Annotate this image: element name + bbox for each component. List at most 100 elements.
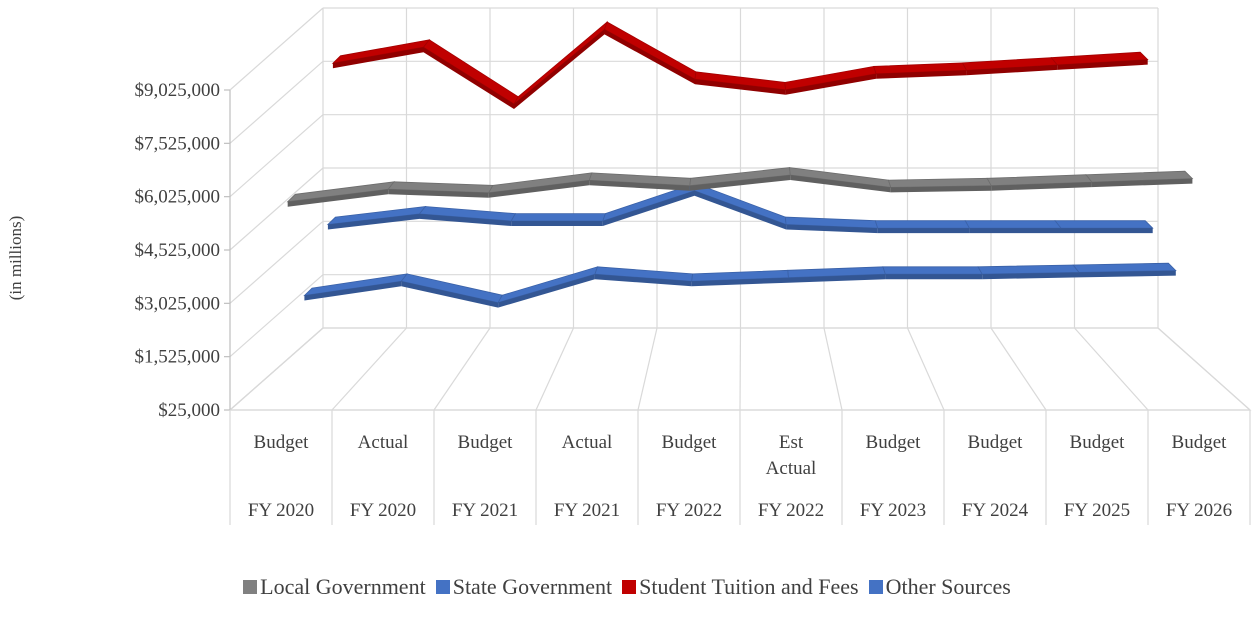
x-tick-label: Actual (562, 432, 613, 453)
x-tick-label: Budget (254, 432, 310, 453)
legend-label: Other Sources (885, 574, 1011, 599)
series-ribbons (286, 20, 1194, 308)
legend-swatch (622, 580, 637, 594)
y-tick-label: $9,025,000 (135, 80, 221, 101)
side-wall-gridline (229, 274, 324, 358)
ribbon-segment (874, 220, 971, 229)
series-local-government (286, 167, 1194, 207)
ribbon-edge (511, 221, 603, 226)
y-axis-label: (in millions) (6, 216, 25, 301)
legend-item: Student Tuition and Fees (622, 574, 859, 600)
floor-depth-line (1074, 327, 1149, 411)
ribbon-edge (1079, 270, 1176, 278)
x-group-label: FY 2021 (554, 500, 620, 521)
side-wall-gridline (229, 114, 324, 198)
floor-depth-line (823, 327, 843, 411)
ribbon-edge (332, 47, 424, 69)
ribbon-edge (785, 73, 877, 95)
series-student-tuition-and-fees (331, 20, 1149, 109)
ribbon-edge (790, 175, 891, 193)
x-group-label: FY 2026 (1166, 500, 1232, 521)
ribbon-segment (604, 21, 697, 80)
ribbon-edge (982, 272, 1079, 280)
ribbon-edge (589, 180, 690, 191)
ribbon-edge (1061, 228, 1153, 234)
ribbon-edge (877, 228, 970, 234)
x-tick-label-line: Est (779, 432, 804, 453)
ribbon-segment (882, 266, 983, 275)
ribbon-segment (422, 39, 519, 105)
side-wall-gridline (229, 60, 324, 144)
series-other-sources (303, 262, 1177, 308)
legend-item: Other Sources (868, 574, 1011, 600)
ribbon-edge (327, 213, 420, 230)
x-group-label: FY 2023 (860, 500, 926, 521)
x-tick-label: Budget (458, 432, 514, 453)
x-tick-label: Budget (968, 432, 1024, 453)
ribbon-segment (964, 220, 1062, 229)
x-tick-label-line: Actual (766, 458, 817, 479)
legend-swatch (868, 580, 883, 594)
ribbon-edge (401, 281, 499, 308)
x-group-label: FY 2025 (1064, 500, 1130, 521)
ribbon-edge (689, 175, 791, 191)
floor-depth-line (906, 327, 945, 411)
ribbon-edge (287, 189, 389, 207)
ribbon-segment (1054, 220, 1154, 229)
x-tick-label: Budget (1172, 432, 1228, 453)
x-tick-label: Est Actual (766, 432, 817, 479)
x-group-label: FY 2022 (758, 500, 824, 521)
side-wall-gridline (229, 220, 324, 304)
x-tick-label: Budget (1070, 432, 1126, 453)
legend-swatch (435, 580, 450, 594)
floor-depth-line (331, 327, 407, 411)
ribbon-edge (786, 224, 878, 234)
ribbon-edge (691, 277, 789, 287)
y-tick-label: $3,025,000 (135, 293, 221, 314)
ribbon-edge (423, 47, 514, 109)
ribbon-edge (885, 274, 983, 280)
legend-label: Student Tuition and Fees (639, 574, 859, 599)
x-group-label: FY 2020 (248, 500, 314, 521)
ribbon-edge (1057, 59, 1148, 70)
ribbon-segment (513, 20, 608, 105)
y-tick-label: $6,025,000 (135, 187, 221, 208)
ribbon-edge (694, 190, 787, 230)
ribbon-edge (876, 70, 967, 79)
ribbon-edge (304, 281, 402, 301)
ribbon-edge (890, 185, 992, 193)
ribbon-edge (498, 274, 595, 308)
ribbon-edge (514, 29, 605, 109)
legend-label: Local Government (260, 574, 426, 599)
x-axis-table: Budget FY 2020 Actual FY 2020 Budget FY 2021 A… (229, 409, 1251, 525)
ribbon-edge (991, 182, 1092, 191)
legend-swatch (243, 580, 258, 594)
series-state-government (326, 182, 1154, 234)
y-tick-label: $7,525,000 (135, 133, 221, 154)
ribbon-edge (966, 64, 1058, 76)
ribbon-edge (969, 228, 1061, 234)
ribbon-segment (497, 266, 599, 304)
ribbon-edge (419, 213, 512, 226)
side-wall-gridline (229, 167, 324, 251)
ribbon-edge (1091, 178, 1193, 188)
legend-item: Local Government (243, 574, 426, 600)
x-tick-label: Budget (866, 432, 922, 453)
side-wall-gridline (229, 7, 324, 91)
legend-item: State Government (435, 574, 613, 600)
ribbon-segment (510, 213, 606, 222)
y-axis-ticks: $25,000 $1,525,000 $3,025,000 $4,525,000 $6,… (135, 80, 230, 421)
legend-label: State Government (452, 574, 613, 599)
legend: Local Government State Government Student … (0, 574, 1254, 600)
ribbon-edge (388, 189, 489, 198)
floor-depth-line (637, 327, 658, 411)
x-group-label: FY 2020 (350, 500, 416, 521)
ribbon-edge (594, 274, 692, 287)
x-group-label: FY 2022 (656, 500, 722, 521)
y-tick-label: $25,000 (158, 400, 220, 421)
x-group-label: FY 2024 (962, 500, 1029, 521)
ribbon-edge (604, 29, 695, 85)
x-tick-label: Budget (662, 432, 718, 453)
floor-depth-line (739, 327, 742, 411)
